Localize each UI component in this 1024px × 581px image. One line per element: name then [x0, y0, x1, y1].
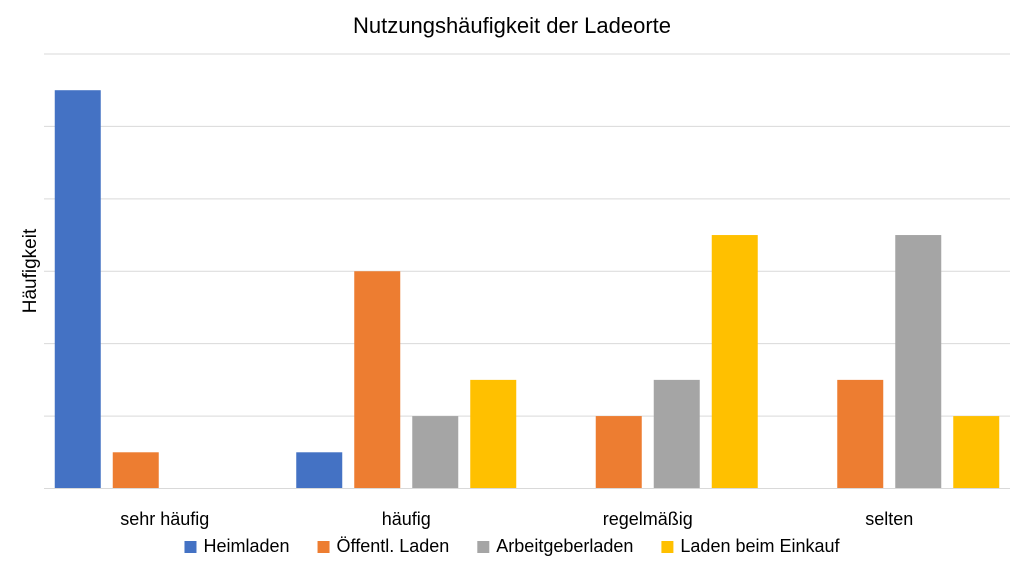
bar: [112, 452, 159, 489]
legend-label: Arbeitgeberladen: [496, 536, 633, 556]
x-axis: sehr häufig häufig regelmäßig selten: [44, 488, 1010, 529]
legend-swatch: [661, 541, 674, 553]
x-tick-label: selten: [865, 509, 913, 529]
bar: [837, 379, 884, 489]
bar: [470, 379, 517, 489]
bar: [412, 416, 459, 489]
legend-item: Heimladen: [184, 536, 290, 556]
bar: [711, 235, 758, 489]
y-axis-label: Häufigkeit: [20, 228, 41, 313]
bar: [653, 379, 700, 489]
bar: [595, 416, 642, 489]
legend-label: Öffentl. Laden: [337, 536, 450, 556]
legend-label: Laden beim Einkauf: [680, 536, 840, 556]
legend-swatch: [184, 541, 197, 553]
x-tick-label: häufig: [382, 509, 431, 529]
x-tick-label: sehr häufig: [120, 509, 209, 529]
bar: [296, 452, 343, 489]
legend-swatch: [317, 541, 330, 553]
chart-title: Nutzungshäufigkeit der Ladeorte: [353, 13, 671, 38]
bar: [354, 271, 401, 489]
x-tick-label: regelmäßig: [603, 509, 693, 529]
bar: [895, 235, 942, 489]
legend: Heimladen Öffentl. Laden Arbeitgeberladen L…: [184, 536, 841, 556]
bars: [54, 90, 1000, 489]
bar: [54, 90, 101, 489]
legend-item: Laden beim Einkauf: [661, 536, 841, 556]
legend-item: Arbeitgeberladen: [477, 536, 633, 556]
legend-swatch: [477, 541, 490, 553]
legend-label: Heimladen: [203, 536, 289, 556]
gridlines: [44, 53, 1010, 417]
bar: [953, 416, 1000, 489]
legend-item: Öffentl. Laden: [317, 536, 450, 556]
